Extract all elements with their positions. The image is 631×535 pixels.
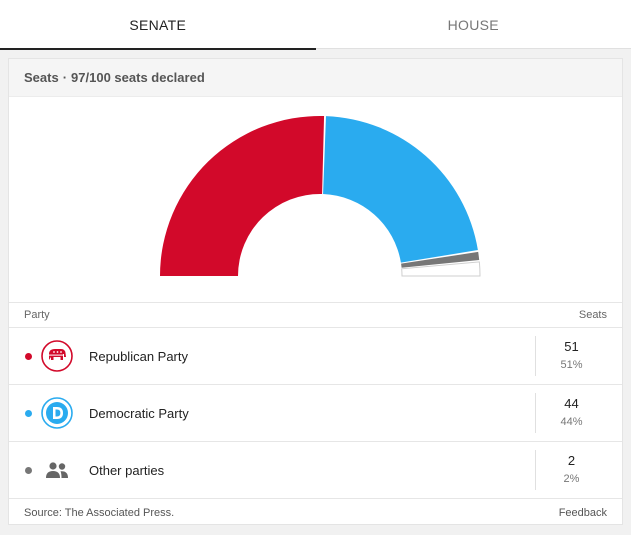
seat-segment-republican-party xyxy=(160,116,325,276)
table-row-other: Other parties 2 2% xyxy=(9,442,622,499)
seat-percent: 51% xyxy=(560,359,583,371)
seat-percent: 44% xyxy=(560,416,583,428)
seat-segment-other-parties xyxy=(401,251,480,268)
table-row-republican: Republican Party 51 51% xyxy=(9,328,622,385)
tab-senate[interactable]: SENATE xyxy=(0,0,316,50)
party-name: Republican Party xyxy=(89,348,188,364)
seat-count: 51 51% xyxy=(535,336,607,376)
seats-column-header: Seats xyxy=(578,309,607,321)
seat-segment-democratic-party xyxy=(323,116,478,263)
people-icon xyxy=(41,454,73,486)
card-footer: Source: The Associated Press. Feedback xyxy=(9,500,622,525)
donkey-d-icon xyxy=(41,397,73,429)
card-title: Seats xyxy=(24,70,59,85)
tab-house[interactable]: HOUSE xyxy=(447,16,499,33)
card-header: Seats · 97/100 seats declared xyxy=(9,59,622,97)
seat-number: 51 xyxy=(564,339,579,354)
party-name: Democratic Party xyxy=(89,405,189,421)
seat-count: 2 2% xyxy=(535,450,607,490)
elephant-icon xyxy=(41,340,73,372)
party-name: Other parties xyxy=(89,462,165,478)
seat-segment-undeclared xyxy=(401,261,481,277)
republican-color-dot xyxy=(25,352,32,360)
results-table: Party Seats Republican Party 51 51% xyxy=(9,302,622,499)
other-color-dot xyxy=(25,466,32,474)
party-column-header: Party xyxy=(24,309,50,321)
table-row-democratic: Democratic Party 44 44% xyxy=(9,385,622,442)
seats-declared: 97/100 seats declared xyxy=(71,70,205,85)
feedback-link[interactable]: Feedback xyxy=(558,506,607,519)
results-card: Seats · 97/100 seats declared Party Seat… xyxy=(8,58,623,525)
seat-chart-svg xyxy=(160,116,481,277)
table-header: Party Seats xyxy=(9,303,622,328)
seat-count: 44 44% xyxy=(535,393,607,433)
seat-number: 2 xyxy=(567,453,576,468)
seat-percent: 2% xyxy=(563,473,580,485)
title-separator: · xyxy=(62,70,68,85)
source-text: Source: The Associated Press. xyxy=(24,506,175,519)
tab-bar: SENATE HOUSE xyxy=(0,0,631,50)
seat-chart xyxy=(9,98,622,303)
democratic-color-dot xyxy=(25,409,32,417)
seat-number: 44 xyxy=(564,396,579,411)
